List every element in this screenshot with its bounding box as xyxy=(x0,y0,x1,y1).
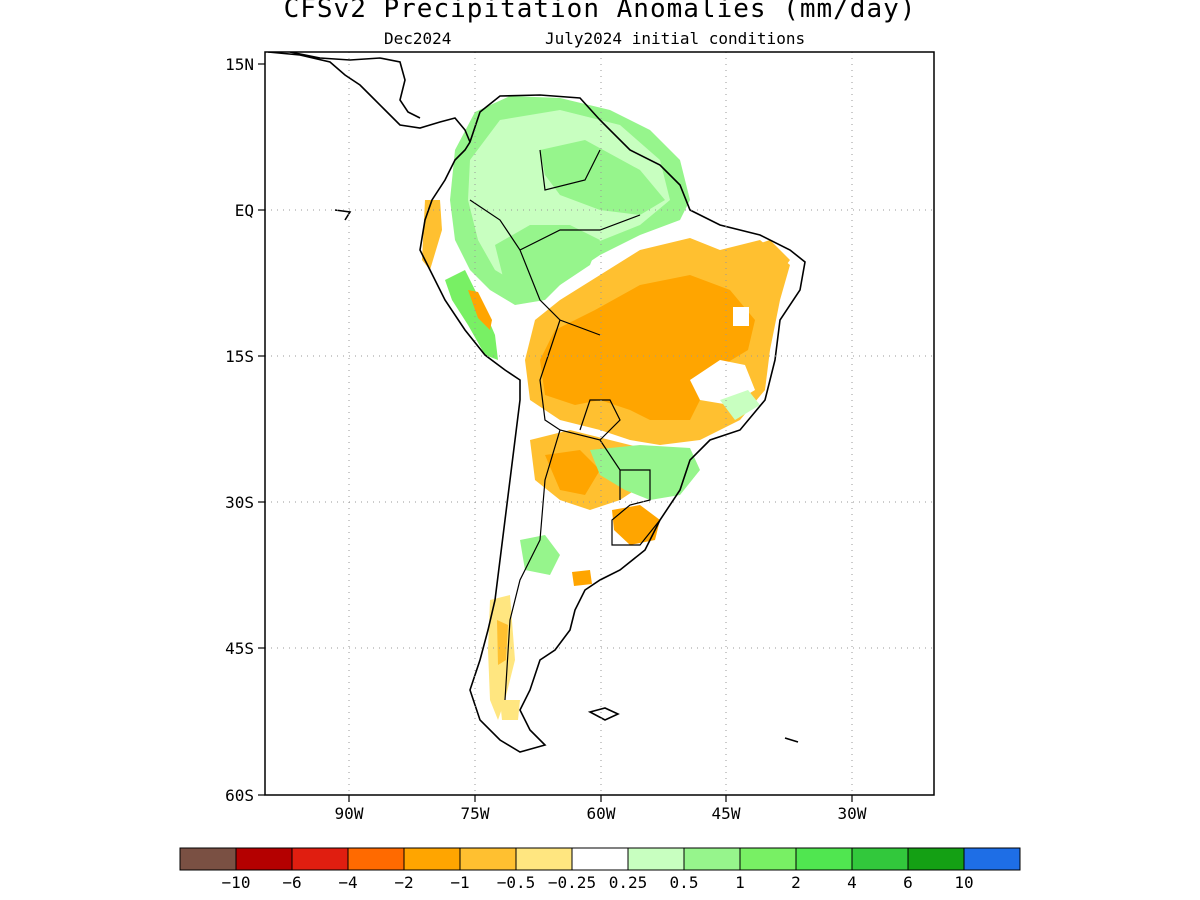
dry-anomaly-peru-andes xyxy=(468,290,492,330)
legend-swatch xyxy=(795,847,853,871)
legend-swatch xyxy=(963,847,1021,871)
legend-swatch xyxy=(459,847,517,871)
legend-label: −4 xyxy=(338,873,357,892)
missing-data-cell xyxy=(733,307,749,326)
legend-swatch xyxy=(347,847,405,871)
wet-anomaly-south-brazil xyxy=(590,445,700,500)
initial-conditions: July2024 initial conditions xyxy=(545,29,806,48)
lat-label: 45S xyxy=(225,639,254,658)
legend-swatch xyxy=(683,847,741,871)
lon-label: 90W xyxy=(335,804,364,823)
galapagos xyxy=(334,209,352,221)
legend-label: −10 xyxy=(222,873,251,892)
legend-swatch xyxy=(571,847,629,871)
legend-label: 6 xyxy=(903,873,913,892)
longitude-labels: 90W 75W 60W 45W 30W xyxy=(335,804,867,823)
dry-anomaly-uruguay xyxy=(612,505,660,545)
legend-swatch xyxy=(739,847,797,871)
legend-label: 2 xyxy=(791,873,801,892)
lat-label: 60S xyxy=(225,786,254,805)
legend-swatch xyxy=(235,847,293,871)
central-america-coast xyxy=(267,52,471,143)
wet-anomaly-east-brazil xyxy=(720,390,760,420)
anomaly-fields xyxy=(422,96,790,720)
south-georgia xyxy=(784,737,799,743)
lat-label: 15N xyxy=(225,55,254,74)
map-frame xyxy=(264,51,935,796)
axis-ticks xyxy=(258,63,853,802)
wet-anomaly-amazon xyxy=(495,225,600,295)
color-legend: −10 −6 −4 −2 −1 −0.5 −0.25 0.25 0.5 1 2 4 6 10 xyxy=(179,847,1021,892)
lon-label: 75W xyxy=(461,804,490,823)
wet-anomaly-guiana xyxy=(540,140,665,215)
dry-anomaly-tierra xyxy=(500,700,520,720)
dry-anomaly-chaco-core xyxy=(545,450,600,495)
dry-anomaly-patagonia-core xyxy=(497,620,508,665)
legend-label: 0.25 xyxy=(609,873,648,892)
lon-label: 60W xyxy=(587,804,616,823)
legend-label: −2 xyxy=(394,873,413,892)
dry-anomaly-ecuador xyxy=(422,200,442,270)
wet-anomaly-peru xyxy=(445,270,498,360)
lat-label: 15S xyxy=(225,347,254,366)
legend-label: −6 xyxy=(282,873,301,892)
legend-label: −0.25 xyxy=(548,873,596,892)
legend-swatch xyxy=(907,847,965,871)
south-america-coast xyxy=(419,94,806,753)
legend-label: 4 xyxy=(847,873,857,892)
legend-label: 10 xyxy=(954,873,973,892)
legend-label: 1 xyxy=(735,873,745,892)
legend-swatch xyxy=(851,847,909,871)
wet-anomaly-cuyo xyxy=(520,535,560,575)
legend-swatch xyxy=(515,847,573,871)
forecast-month: Dec2024 xyxy=(384,29,452,48)
legend-swatch xyxy=(627,847,685,871)
lat-label: 30S xyxy=(225,493,254,512)
legend-swatch xyxy=(403,847,461,871)
map-title: CFSv2 Precipitation Anomalies (mm/day) xyxy=(283,0,917,24)
country-borders xyxy=(469,149,661,701)
latitude-labels: 15N EQ 15S 30S 45S 60S xyxy=(225,55,254,805)
dry-anomaly-nw-brazil xyxy=(740,240,790,280)
legend-label: −1 xyxy=(450,873,469,892)
legend-label: 0.5 xyxy=(670,873,699,892)
legend-label: −0.5 xyxy=(497,873,536,892)
coastlines xyxy=(267,52,806,753)
lat-label: EQ xyxy=(235,201,254,220)
lon-label: 30W xyxy=(838,804,867,823)
lon-label: 45W xyxy=(712,804,741,823)
legend-swatch xyxy=(291,847,349,871)
falkland-islands xyxy=(587,707,620,721)
dry-anomaly-mar-del-plata xyxy=(572,570,592,586)
legend-swatch xyxy=(179,847,237,871)
